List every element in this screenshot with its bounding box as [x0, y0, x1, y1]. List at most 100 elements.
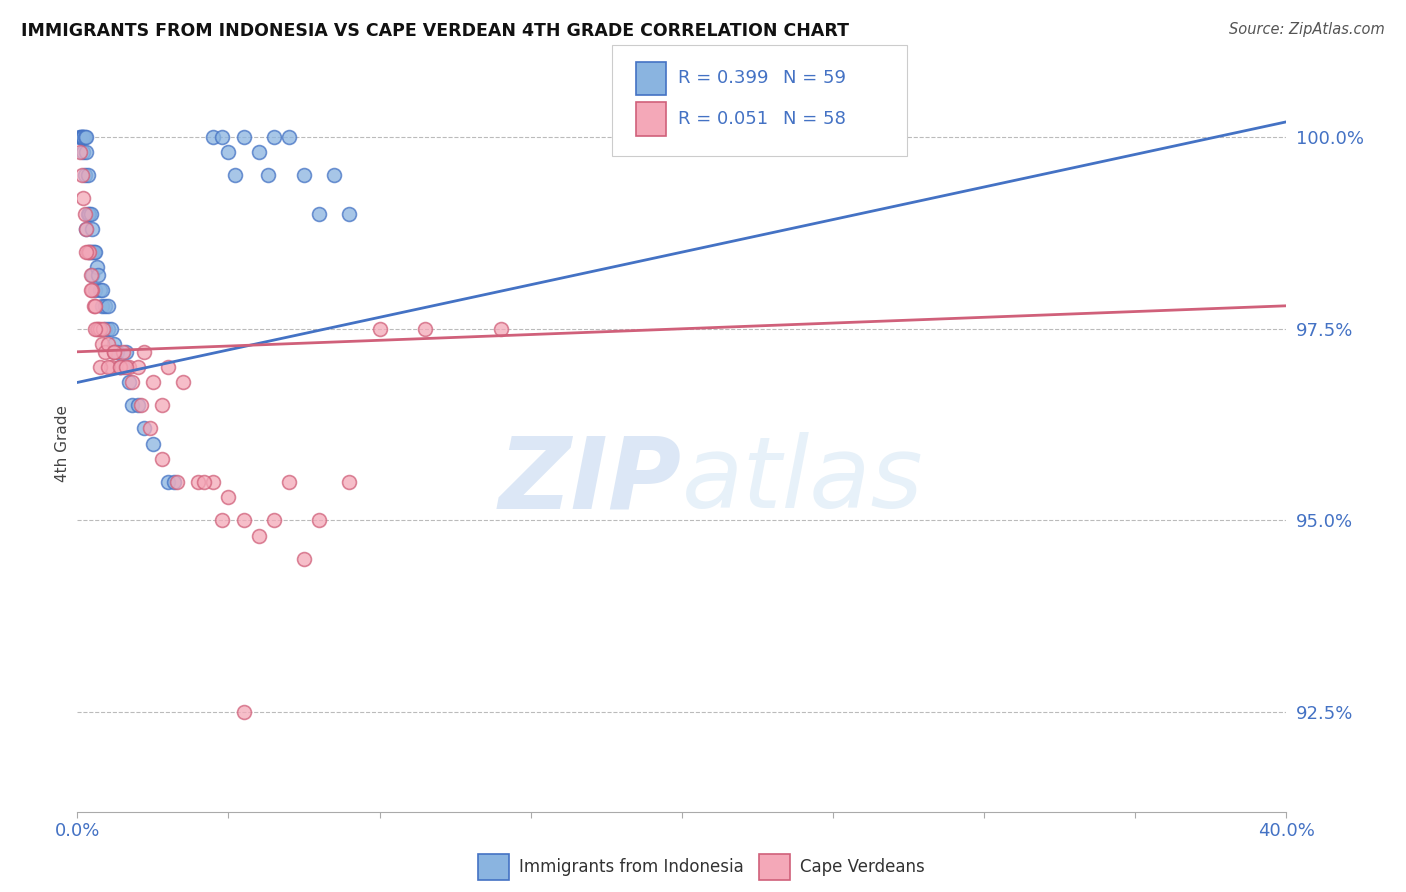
- Point: [172, 376, 194, 390]
- Point: [100, 322, 122, 336]
- Point: [82, 268, 104, 282]
- Point: [82, 222, 104, 236]
- Point: [70, 130, 93, 145]
- Point: [103, 337, 125, 351]
- Point: [72, 130, 94, 145]
- Point: [77, 207, 100, 221]
- Point: [292, 169, 315, 183]
- Point: [73, 207, 96, 221]
- Point: [96, 337, 118, 351]
- Point: [80, 207, 103, 221]
- Point: [69, 130, 91, 145]
- Point: [89, 360, 111, 375]
- Point: [80, 245, 103, 260]
- Point: [489, 322, 512, 336]
- Text: Immigrants from Indonesia: Immigrants from Indonesia: [519, 858, 744, 876]
- Point: [93, 299, 115, 313]
- Text: atlas: atlas: [682, 432, 924, 529]
- Point: [232, 513, 254, 527]
- Point: [72, 145, 94, 160]
- Point: [96, 360, 118, 375]
- Point: [247, 529, 270, 543]
- Point: [80, 284, 103, 298]
- Point: [79, 207, 101, 221]
- Point: [84, 245, 107, 260]
- Point: [150, 399, 173, 413]
- Point: [308, 207, 330, 221]
- Point: [202, 130, 225, 145]
- Text: Source: ZipAtlas.com: Source: ZipAtlas.com: [1229, 22, 1385, 37]
- Point: [84, 322, 107, 336]
- Point: [224, 169, 246, 183]
- Text: R = 0.051: R = 0.051: [678, 110, 768, 128]
- Text: IMMIGRANTS FROM INDONESIA VS CAPE VERDEAN 4TH GRADE CORRELATION CHART: IMMIGRANTS FROM INDONESIA VS CAPE VERDEA…: [21, 22, 849, 40]
- Point: [166, 475, 188, 489]
- Point: [93, 344, 115, 359]
- Point: [77, 169, 100, 183]
- Point: [308, 513, 330, 527]
- Point: [108, 360, 131, 375]
- Point: [100, 360, 122, 375]
- Point: [80, 268, 103, 282]
- Point: [111, 360, 134, 375]
- Point: [105, 344, 128, 359]
- Point: [69, 145, 91, 160]
- Point: [75, 245, 97, 260]
- Point: [292, 551, 315, 566]
- Point: [118, 376, 141, 390]
- Point: [127, 399, 149, 413]
- Text: R = 0.399: R = 0.399: [678, 70, 768, 87]
- Point: [84, 284, 107, 298]
- Point: [118, 360, 141, 375]
- Point: [108, 360, 131, 375]
- Point: [218, 145, 240, 160]
- Point: [163, 475, 186, 489]
- Point: [256, 169, 278, 183]
- Point: [142, 436, 165, 450]
- Point: [202, 475, 225, 489]
- Point: [87, 268, 110, 282]
- Point: [86, 322, 108, 336]
- Point: [150, 452, 173, 467]
- Point: [278, 130, 301, 145]
- Point: [139, 421, 162, 435]
- Point: [263, 130, 285, 145]
- Point: [157, 475, 180, 489]
- Point: [132, 421, 155, 435]
- Point: [218, 491, 240, 505]
- Point: [232, 705, 254, 719]
- Point: [90, 284, 112, 298]
- Point: [96, 299, 118, 313]
- Point: [247, 145, 270, 160]
- Point: [75, 222, 97, 236]
- Point: [114, 344, 136, 359]
- Text: Cape Verdeans: Cape Verdeans: [800, 858, 925, 876]
- Point: [90, 337, 112, 351]
- Point: [323, 169, 346, 183]
- Point: [87, 322, 110, 336]
- Point: [132, 344, 155, 359]
- Point: [93, 322, 115, 336]
- Point: [211, 130, 233, 145]
- Point: [211, 513, 233, 527]
- Point: [339, 475, 360, 489]
- Point: [232, 130, 254, 145]
- Point: [70, 169, 93, 183]
- Point: [121, 399, 143, 413]
- Point: [89, 284, 111, 298]
- Text: ZIP: ZIP: [499, 432, 682, 529]
- Point: [72, 191, 94, 205]
- Point: [82, 284, 104, 298]
- Point: [91, 322, 114, 336]
- Point: [127, 360, 149, 375]
- Point: [263, 513, 285, 527]
- Point: [108, 360, 131, 375]
- Point: [75, 130, 97, 145]
- Point: [103, 344, 125, 359]
- Point: [72, 130, 94, 145]
- Point: [187, 475, 209, 489]
- Point: [121, 376, 143, 390]
- Point: [86, 260, 108, 275]
- Text: N = 58: N = 58: [783, 110, 846, 128]
- Point: [83, 299, 105, 313]
